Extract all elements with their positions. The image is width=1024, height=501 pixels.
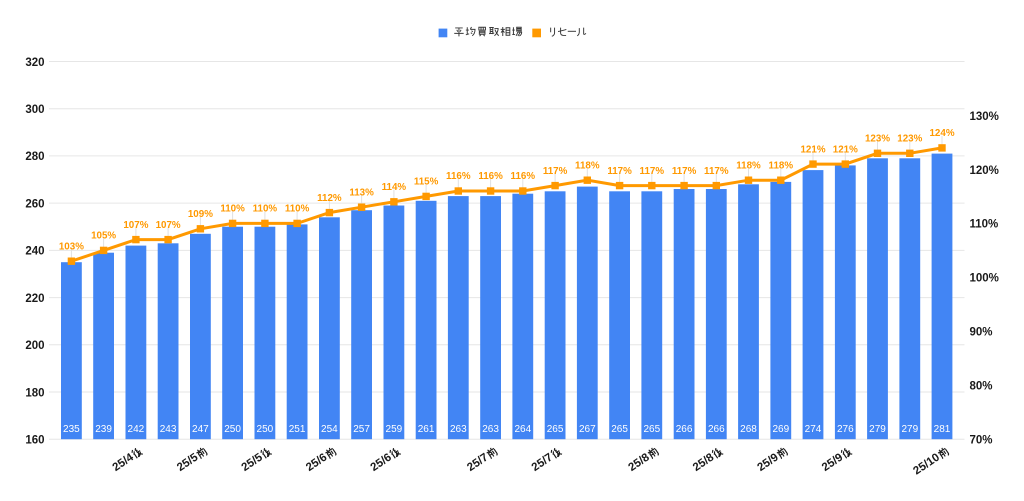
svg-text:118%: 118% (769, 160, 794, 171)
svg-text:109%: 109% (188, 209, 213, 220)
svg-text:243: 243 (160, 424, 177, 435)
svg-text:120%: 120% (970, 165, 999, 177)
svg-text:117%: 117% (704, 166, 729, 177)
svg-text:240: 240 (25, 246, 44, 258)
svg-text:117%: 117% (672, 166, 697, 177)
svg-text:116%: 116% (446, 171, 471, 182)
svg-text:121%: 121% (833, 144, 858, 155)
svg-text:118%: 118% (736, 160, 761, 171)
svg-text:117%: 117% (543, 166, 568, 177)
svg-text:264: 264 (514, 424, 531, 435)
svg-text:114%: 114% (382, 182, 407, 193)
svg-text:265: 265 (547, 424, 564, 435)
svg-text:251: 251 (289, 424, 306, 435)
svg-text:265: 265 (611, 424, 628, 435)
svg-text:257: 257 (353, 424, 370, 435)
svg-text:100%: 100% (970, 273, 999, 285)
svg-text:70%: 70% (970, 435, 993, 447)
svg-text:281: 281 (934, 424, 951, 435)
svg-text:117%: 117% (640, 166, 665, 177)
svg-text:261: 261 (418, 424, 435, 435)
svg-text:116%: 116% (511, 171, 536, 182)
svg-text:124%: 124% (929, 128, 954, 139)
svg-text:123%: 123% (897, 134, 922, 145)
svg-text:200: 200 (25, 340, 44, 352)
svg-text:300: 300 (25, 104, 44, 116)
svg-text:180: 180 (25, 387, 44, 399)
svg-text:220: 220 (25, 293, 44, 305)
svg-text:274: 274 (805, 424, 822, 435)
svg-text:80%: 80% (970, 381, 993, 393)
svg-text:279: 279 (901, 424, 918, 435)
svg-text:263: 263 (450, 424, 467, 435)
svg-text:130%: 130% (970, 111, 999, 123)
svg-text:260: 260 (25, 198, 44, 210)
svg-text:250: 250 (224, 424, 241, 435)
svg-text:123%: 123% (865, 134, 890, 145)
svg-text:320: 320 (25, 57, 44, 69)
svg-text:117%: 117% (607, 166, 632, 177)
svg-text:266: 266 (676, 424, 693, 435)
svg-text:280: 280 (25, 151, 44, 163)
svg-text:110%: 110% (970, 219, 999, 231)
svg-text:263: 263 (482, 424, 499, 435)
svg-text:239: 239 (95, 424, 112, 435)
svg-text:90%: 90% (970, 327, 993, 339)
svg-text:110%: 110% (285, 204, 310, 215)
svg-text:110%: 110% (253, 204, 278, 215)
svg-text:279: 279 (869, 424, 886, 435)
svg-text:121%: 121% (800, 144, 825, 155)
svg-text:242: 242 (128, 424, 145, 435)
svg-text:268: 268 (740, 424, 757, 435)
svg-text:254: 254 (321, 424, 338, 435)
svg-text:266: 266 (708, 424, 725, 435)
svg-text:247: 247 (192, 424, 209, 435)
svg-text:112%: 112% (317, 193, 342, 204)
svg-text:107%: 107% (123, 220, 148, 231)
svg-text:115%: 115% (414, 177, 439, 188)
svg-text:265: 265 (643, 424, 660, 435)
svg-text:118%: 118% (575, 160, 600, 171)
svg-text:235: 235 (63, 424, 80, 435)
svg-text:105%: 105% (91, 231, 116, 242)
svg-text:267: 267 (579, 424, 596, 435)
svg-text:269: 269 (772, 424, 789, 435)
svg-text:110%: 110% (220, 204, 245, 215)
svg-text:276: 276 (837, 424, 854, 435)
svg-text:250: 250 (257, 424, 274, 435)
svg-text:113%: 113% (349, 187, 374, 198)
svg-text:107%: 107% (156, 220, 181, 231)
svg-text:259: 259 (386, 424, 403, 435)
svg-text:160: 160 (25, 435, 44, 447)
svg-text:103%: 103% (59, 241, 84, 252)
svg-text:116%: 116% (478, 171, 503, 182)
